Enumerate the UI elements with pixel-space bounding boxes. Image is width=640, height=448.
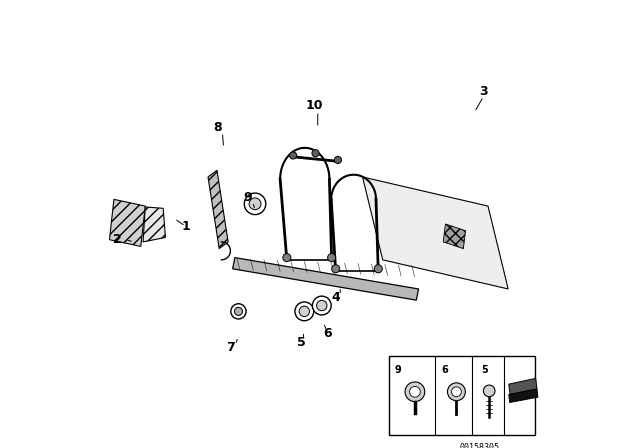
Circle shape (249, 198, 261, 210)
Polygon shape (443, 224, 465, 249)
Polygon shape (109, 199, 145, 246)
Circle shape (299, 306, 310, 317)
Text: 8: 8 (214, 121, 222, 134)
Circle shape (447, 383, 465, 401)
Circle shape (374, 265, 382, 273)
Polygon shape (208, 170, 228, 249)
Circle shape (289, 152, 297, 159)
Polygon shape (362, 177, 508, 289)
Text: 5: 5 (297, 336, 305, 349)
Polygon shape (509, 378, 537, 395)
Text: 5: 5 (481, 365, 488, 375)
Circle shape (483, 385, 495, 397)
Circle shape (234, 307, 243, 315)
Circle shape (405, 382, 425, 402)
Circle shape (410, 386, 420, 397)
Circle shape (328, 254, 336, 262)
Text: 6: 6 (442, 365, 448, 375)
Circle shape (312, 296, 332, 315)
Bar (389, 356, 535, 435)
Polygon shape (232, 258, 419, 300)
Polygon shape (509, 389, 538, 403)
Circle shape (295, 302, 314, 321)
Circle shape (283, 254, 291, 262)
Circle shape (231, 304, 246, 319)
Circle shape (244, 193, 266, 215)
Text: 00158305: 00158305 (460, 443, 500, 448)
Circle shape (332, 265, 340, 273)
Circle shape (334, 156, 342, 164)
Text: 9: 9 (243, 190, 252, 204)
Text: 6: 6 (323, 327, 332, 340)
Circle shape (451, 387, 461, 397)
Text: 1: 1 (181, 220, 190, 233)
Text: 10: 10 (306, 99, 323, 112)
Text: 7: 7 (226, 340, 235, 354)
Text: 9: 9 (394, 365, 401, 375)
Text: 3: 3 (479, 85, 488, 99)
Polygon shape (143, 207, 165, 242)
Circle shape (312, 150, 319, 157)
Text: 2: 2 (113, 233, 122, 246)
Text: 4: 4 (332, 291, 340, 305)
Circle shape (317, 300, 327, 311)
